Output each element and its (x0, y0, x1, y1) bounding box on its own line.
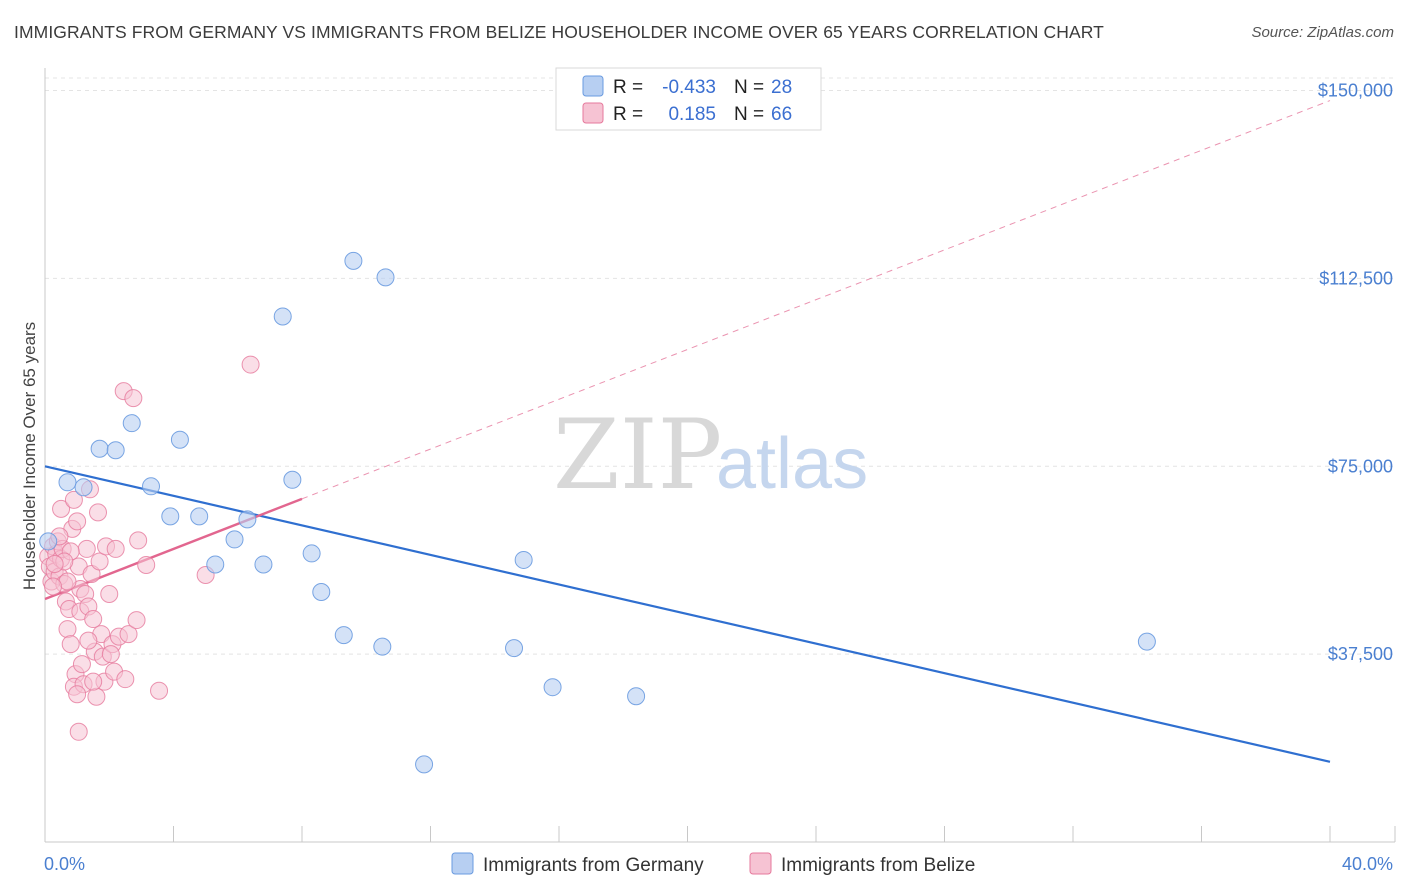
axes (44, 68, 1396, 843)
x-tick-label-0: 0.0% (44, 854, 85, 874)
y-tick-label-1: $75,000 (1328, 456, 1393, 476)
point-belize-24 (72, 655, 91, 674)
point-belize-57 (241, 355, 260, 374)
point-germany-25 (543, 678, 562, 697)
series-legend-belize-swatch (749, 852, 772, 875)
point-belize-58 (79, 631, 98, 650)
point-germany-3 (90, 439, 109, 458)
point-belize-13 (58, 620, 77, 639)
point-germany-8 (170, 430, 189, 449)
watermark-zip: ZIP (553, 399, 722, 511)
point-germany-15 (283, 470, 302, 489)
point-belize-27 (77, 539, 96, 558)
series-legend: Immigrants from Germany Immigrants from … (451, 852, 975, 876)
point-belize-40 (100, 585, 119, 604)
y-tick-label-2: $112,500 (1319, 268, 1393, 288)
point-germany-13 (254, 555, 273, 574)
watermark-atlas: atlas (716, 424, 868, 504)
point-belize-48 (124, 389, 143, 408)
point-belize-10 (52, 499, 71, 518)
point-belize-60 (84, 672, 103, 691)
point-belize-20 (68, 512, 87, 531)
point-germany-18 (334, 626, 353, 645)
point-germany-7 (161, 507, 180, 526)
legend-germany-swatch (582, 75, 604, 97)
tick-labels: $37,500 $75,000 $112,500 $150,000 0.0% 40.0% (44, 81, 1393, 874)
point-germany-5 (122, 414, 141, 433)
point-germany-10 (206, 555, 225, 574)
chart-title: IMMIGRANTS FROM GERMANY VS IMMIGRANTS FR… (14, 22, 1104, 42)
point-germany-23 (505, 639, 524, 658)
series-germany-points (39, 251, 1156, 774)
series-legend-germany-label: Immigrants from Germany (483, 855, 704, 876)
point-belize-50 (129, 531, 148, 550)
point-belize-34 (89, 503, 108, 522)
point-belize-51 (137, 555, 156, 574)
point-germany-17 (312, 583, 331, 602)
point-belize-43 (106, 539, 125, 558)
watermark: ZIP atlas (553, 399, 868, 511)
point-germany-26 (627, 687, 646, 706)
series-belize-points (39, 355, 260, 741)
point-belize-17 (64, 490, 83, 509)
point-belize-47 (119, 625, 138, 644)
legend-germany-r-value: -0.433 (662, 77, 716, 98)
point-belize-49 (127, 611, 146, 630)
point-germany-14 (273, 307, 292, 326)
point-germany-21 (376, 268, 395, 287)
point-belize-15 (61, 635, 80, 654)
point-belize-33 (87, 687, 106, 706)
legend-germany-n-label: N = (734, 77, 764, 98)
point-belize-31 (84, 610, 103, 629)
legend-belize-r-value: 0.185 (668, 104, 716, 125)
point-belize-53 (69, 722, 88, 741)
point-belize-61 (45, 554, 64, 573)
point-germany-16 (302, 544, 321, 563)
point-germany-2 (74, 478, 93, 497)
point-belize-35 (90, 552, 109, 571)
source-credit: Source: ZipAtlas.com (1251, 24, 1394, 41)
point-belize-64 (44, 577, 63, 596)
point-germany-12 (238, 510, 257, 529)
point-germany-27 (1137, 632, 1156, 651)
point-germany-24 (514, 550, 533, 569)
legend-belize-swatch (582, 102, 604, 124)
x-tick-label-1: 40.0% (1342, 854, 1393, 874)
point-belize-52 (150, 681, 169, 700)
point-germany-22 (415, 755, 434, 774)
series-legend-belize-label: Immigrants from Belize (781, 855, 975, 876)
legend-germany-n-value: 28 (771, 77, 792, 98)
point-germany-6 (142, 477, 161, 496)
trend-lines (44, 100, 1331, 763)
stats-legend: R = -0.433 N = 28 R = 0.185 N = 66 (555, 67, 822, 131)
legend-belize-n-label: N = (734, 104, 764, 125)
point-germany-11 (225, 530, 244, 549)
point-germany-20 (373, 637, 392, 656)
point-germany-9 (190, 507, 209, 526)
trend-belize-extension (301, 100, 1331, 500)
point-germany-19 (344, 251, 363, 270)
point-germany-1 (58, 473, 77, 492)
point-germany-4 (106, 441, 125, 460)
y-axis-label: Householder Income Over 65 years (20, 322, 39, 590)
point-belize-46 (116, 670, 135, 689)
y-tick-label-0: $37,500 (1328, 644, 1393, 664)
series-legend-germany-swatch (451, 852, 474, 875)
legend-belize-n-value: 66 (771, 104, 792, 125)
legend-belize-r-label: R = (613, 104, 643, 125)
y-tick-label-3: $150,000 (1318, 81, 1393, 101)
point-belize-65 (68, 685, 87, 704)
point-belize-63 (101, 645, 120, 664)
legend-germany-r-label: R = (613, 77, 643, 98)
point-germany-0 (39, 532, 58, 551)
trend-belize (44, 497, 303, 601)
